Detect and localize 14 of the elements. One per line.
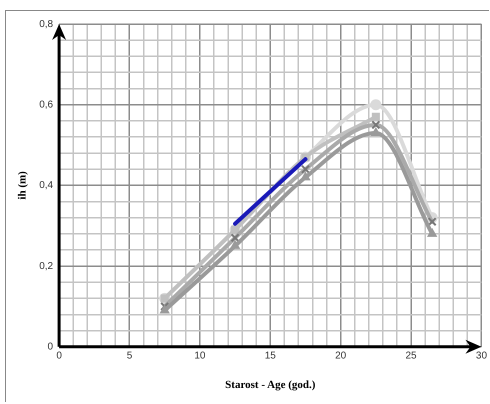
y-tick-label: 0: [48, 342, 54, 353]
y-tick-label: 0,4: [39, 180, 54, 192]
y-axis-title: ih (m): [16, 170, 28, 200]
y-tick-label: 0,8: [39, 18, 54, 30]
x-tick-label: 25: [405, 350, 418, 362]
x-tick-label: 0: [56, 350, 62, 362]
y-tick-label: 0,2: [39, 260, 54, 272]
x-tick-label: 15: [264, 350, 276, 362]
y-tick-label: 0,6: [39, 99, 54, 110]
x-tick-label: 20: [335, 350, 347, 362]
x-axis-title: Starost - Age (god.): [225, 379, 316, 392]
x-tick-label: 5: [126, 350, 133, 362]
x-tick-label: 10: [194, 350, 206, 362]
x-tick-label: 30: [476, 350, 488, 362]
